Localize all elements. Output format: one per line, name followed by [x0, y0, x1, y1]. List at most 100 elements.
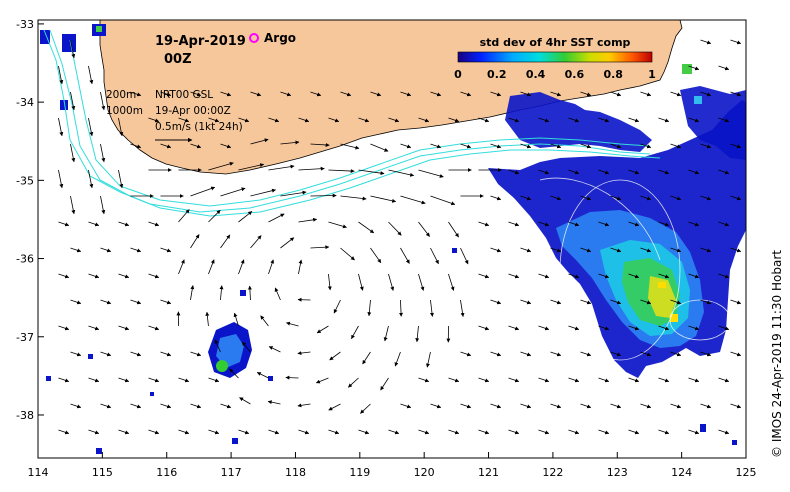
current-arrow [370, 143, 389, 152]
current-arrow [478, 377, 490, 383]
current-arrow [670, 403, 682, 409]
current-arrow [520, 247, 532, 253]
current-arrow [598, 325, 610, 331]
current-arrow [362, 351, 371, 365]
current-arrow [238, 259, 245, 275]
current-arrow [700, 91, 712, 97]
colorbar [457, 51, 653, 63]
current-arrow [490, 403, 502, 409]
current-arrow [508, 429, 520, 435]
current-arrow [58, 325, 70, 331]
current-arrow [628, 377, 640, 383]
current-arrow [628, 429, 640, 435]
current-arrow [58, 169, 64, 189]
current-arrow [328, 403, 341, 411]
current-arrow [418, 429, 430, 435]
current-arrow [88, 377, 100, 383]
current-arrow [268, 117, 280, 123]
depth-200-label: 200m [106, 89, 136, 101]
current-arrow [220, 91, 232, 97]
current-arrow [130, 247, 142, 253]
current-arrow [360, 403, 371, 414]
current-arrow [658, 377, 670, 383]
x-tick-label: 114 [28, 466, 49, 479]
current-arrow [118, 117, 124, 137]
current-arrow [490, 91, 502, 97]
current-arrow [640, 403, 652, 409]
current-arrow [100, 403, 112, 409]
current-arrow [388, 169, 415, 177]
current-arrow [178, 259, 185, 275]
current-arrow [658, 169, 670, 175]
current-arrow [598, 169, 610, 175]
current-arrow [208, 161, 234, 171]
current-arrow [220, 234, 231, 249]
current-arrow [718, 221, 730, 227]
current-arrow [430, 91, 442, 97]
current-arrow [508, 117, 520, 123]
current-arrow [388, 221, 402, 236]
current-arrow [610, 143, 622, 149]
current-arrow [568, 117, 580, 123]
current-arrow [327, 273, 332, 291]
current-arrow [160, 299, 172, 305]
current-arrow [550, 299, 562, 305]
argo-marker-icon [249, 33, 259, 43]
current-arrow [418, 221, 430, 237]
datetime-label: 19-Apr 00:00Z [155, 105, 231, 117]
current-arrow [598, 221, 610, 227]
current-arrow [268, 259, 275, 275]
current-arrow [700, 143, 712, 149]
current-arrow [268, 429, 280, 435]
y-tick-label: -34 [16, 96, 34, 109]
current-arrow [478, 325, 490, 331]
current-arrow [490, 247, 502, 253]
current-arrow [148, 377, 160, 383]
current-arrow [58, 117, 64, 137]
current-arrow [178, 429, 190, 435]
current-arrow [367, 299, 372, 317]
current-arrow [580, 143, 592, 149]
colorbar-tick-label: 0.4 [526, 68, 546, 81]
current-arrow [70, 39, 76, 59]
current-arrow [250, 91, 262, 97]
current-arrow [130, 143, 142, 149]
current-arrow [190, 351, 202, 357]
current-arrow [400, 403, 412, 409]
y-tick-label: -33 [16, 18, 34, 31]
current-arrow [130, 299, 142, 305]
current-arrow [298, 429, 310, 435]
current-arrow [148, 325, 160, 331]
current-arrows [58, 39, 742, 435]
current-arrow [88, 273, 100, 279]
current-arrow [394, 351, 401, 367]
current-arrow [700, 351, 712, 357]
current-arrow [640, 195, 652, 201]
current-arrow [100, 91, 106, 111]
current-arrow [267, 400, 281, 405]
current-arrow [280, 140, 300, 145]
current-arrow [568, 169, 580, 175]
current-arrow [208, 259, 215, 275]
current-arrow [730, 247, 742, 253]
current-arrow [610, 247, 622, 253]
current-arrow [130, 91, 142, 97]
current-arrow [415, 325, 420, 343]
current-arrow [340, 143, 360, 150]
current-arrow [100, 351, 112, 357]
current-arrow [718, 169, 730, 175]
current-arrow [538, 117, 550, 123]
current-arrow [190, 91, 202, 97]
current-arrow [88, 117, 94, 137]
current-arrow [538, 169, 550, 175]
current-arrow [118, 273, 130, 279]
current-arrow [580, 403, 592, 409]
current-arrow [628, 221, 640, 227]
current-arrow [670, 143, 682, 149]
scale-label: 0.5m/s (1kt 24h) [155, 121, 243, 133]
current-arrow [285, 375, 299, 380]
current-arrow [508, 377, 520, 383]
plot-frame [37, 19, 747, 459]
current-arrow [448, 273, 455, 291]
current-arrow [658, 117, 670, 123]
